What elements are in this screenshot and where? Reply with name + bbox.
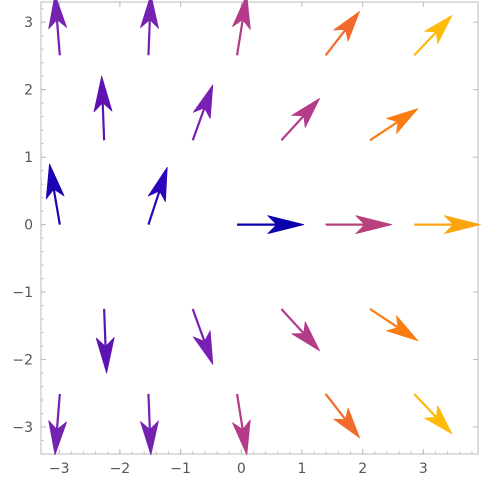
vector-arrow (369, 308, 419, 342)
arrow-head (291, 321, 321, 352)
arrow-shaft (55, 393, 61, 430)
vector-arrow (413, 393, 453, 435)
vector-arrow (324, 10, 361, 56)
arrow-head (95, 337, 115, 374)
arrow-shaft (413, 31, 438, 57)
arrow-head (355, 215, 393, 235)
y-tick-label: −1 (12, 285, 33, 301)
arrow-shaft (235, 19, 244, 56)
vector-arrow (48, 393, 67, 456)
arrow-shaft (52, 188, 61, 225)
vector-arrow (413, 15, 453, 57)
arrow-head (48, 0, 67, 30)
arrow-shaft (324, 393, 347, 421)
arrow-shaft (280, 114, 305, 142)
x-tick-label: 0 (237, 461, 246, 477)
arrow-shaft (413, 393, 438, 419)
arrow-head (48, 420, 67, 456)
y-axis-ticks: −3 −2 −1 0 1 2 3 (12, 8, 478, 455)
vector-arrow (191, 308, 214, 365)
arrow-shaft (147, 190, 161, 225)
arrow-shaft (147, 19, 151, 56)
arrow-shaft (235, 393, 244, 430)
arrow-shaft (280, 308, 305, 335)
vector-arrow (48, 0, 67, 56)
arrow-head (192, 84, 214, 119)
arrow-head (443, 215, 481, 235)
x-axis-ticks: −3 −2 −1 0 1 2 3 (49, 2, 473, 477)
y-tick-label: 1 (24, 150, 33, 166)
y-tick-label: −3 (12, 420, 33, 436)
arrow-head (147, 166, 168, 203)
x-tick-label: −2 (110, 461, 131, 477)
vector-arrow (414, 215, 481, 235)
arrow-head (267, 215, 305, 235)
y-tick-label: 0 (24, 218, 33, 234)
vector-arrow (191, 84, 214, 141)
arrow-head (424, 405, 453, 435)
x-tick-label: 2 (358, 461, 367, 477)
arrow-head (45, 163, 65, 200)
vector-arrow (325, 215, 393, 235)
arrow-shaft (101, 102, 106, 141)
x-tick-label: −1 (170, 461, 191, 477)
vector-arrow (232, 0, 251, 56)
arrow-shaft (55, 19, 61, 56)
plot-frame (40, 1, 479, 455)
arrow-head (291, 98, 321, 128)
y-tick-label: −2 (12, 353, 33, 369)
arrow-head (424, 15, 453, 44)
arrow-shaft (103, 308, 107, 347)
vector-arrow (140, 393, 159, 456)
arrow-head (386, 108, 419, 134)
vector-arrows (45, 0, 481, 456)
arrow-head (232, 0, 251, 30)
arrow-shaft (369, 120, 399, 142)
arrow-head (333, 407, 361, 439)
arrow-shaft (369, 308, 399, 329)
vector-arrow (45, 163, 65, 225)
arrow-head (333, 10, 361, 42)
vector-arrow (140, 0, 159, 56)
arrow-shaft (324, 28, 347, 56)
arrow-head (93, 75, 113, 113)
vector-arrow (237, 215, 305, 235)
arrow-shaft (147, 393, 151, 430)
x-tick-label: −3 (49, 461, 70, 477)
vector-arrow (93, 75, 113, 141)
arrow-shaft (191, 308, 206, 342)
arrow-head (232, 419, 251, 456)
vector-arrow (280, 308, 321, 352)
arrow-head (192, 330, 214, 365)
vector-arrow (95, 308, 115, 374)
arrow-head (386, 315, 419, 342)
x-tick-label: 3 (419, 461, 428, 477)
y-tick-label: 2 (24, 83, 33, 99)
arrow-head (140, 0, 159, 29)
x-tick-label: 1 (298, 461, 307, 477)
vector-arrow (232, 393, 251, 456)
arrow-shaft (191, 107, 206, 141)
y-tick-label: 3 (24, 15, 33, 31)
vector-arrow (324, 393, 361, 439)
vector-arrow (369, 108, 419, 142)
vector-arrow (147, 166, 168, 225)
vector-arrow (280, 98, 321, 142)
arrow-head (140, 420, 159, 456)
